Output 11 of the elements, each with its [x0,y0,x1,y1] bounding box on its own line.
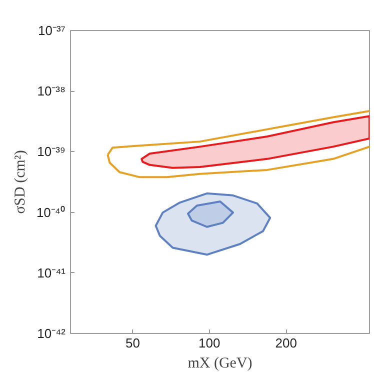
y-tick-label: 10⁻³⁸ [37,84,66,99]
x-tick-label: 100 [198,336,220,350]
y-tick-label: 10⁻³⁷ [38,23,66,38]
y-tick-label: 10⁻³⁹ [37,144,66,160]
x-tick-label: 50 [125,336,140,350]
y-tick-label: 10⁻⁴¹ [37,265,66,280]
y-tick-label: 10⁻⁴² [37,326,66,341]
x-axis-title: mX (GeV) [188,356,252,372]
y-axis-title: σSD (cm²) [12,150,28,214]
y-tick-label: 10⁻⁴⁰ [36,204,66,220]
x-tick-label: 200 [275,336,297,350]
